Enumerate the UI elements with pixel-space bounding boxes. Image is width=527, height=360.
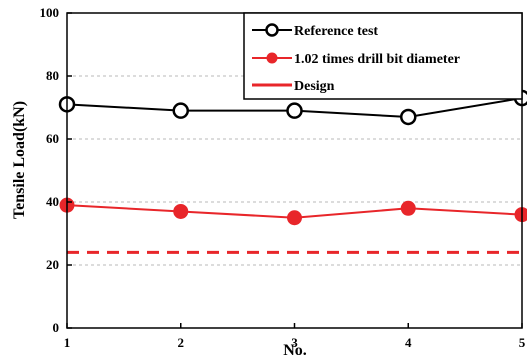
legend-label: 1.02 times drill bit diameter: [294, 52, 460, 67]
y-tick-label: 60: [46, 131, 59, 146]
x-tick-label: 3: [291, 335, 298, 350]
x-tick-label: 5: [519, 335, 526, 350]
data-point: [400, 108, 417, 126]
legend-swatch-marker: [265, 23, 279, 37]
data-point: [173, 203, 189, 219]
legend-label: Reference test: [294, 24, 378, 39]
y-tick-label: 80: [46, 68, 59, 83]
legend-swatch-marker: [266, 52, 278, 64]
data-point: [287, 210, 302, 226]
y-tick-label: 40: [46, 194, 59, 209]
y-tick-label: 100: [40, 5, 60, 20]
legend-label: Design: [294, 79, 335, 94]
data-point: [172, 102, 189, 119]
x-tick-label: 2: [178, 335, 185, 350]
data-point: [514, 207, 527, 223]
series-1: [59, 197, 527, 226]
y-axis-label: Tensile Load(kN): [11, 101, 28, 219]
axis-ticks: 0 20 40 60 80 100 1 2 3 4 5: [40, 5, 526, 350]
data-point: [400, 200, 416, 216]
series-layer: [58, 89, 527, 254]
y-tick-label: 20: [46, 257, 59, 272]
x-tick-label: 4: [405, 335, 412, 350]
x-tick-label: 1: [64, 335, 71, 350]
x-axis-label: No.: [283, 342, 307, 359]
series-0: [58, 89, 527, 126]
y-tick-label: 0: [53, 320, 60, 335]
data-point: [286, 102, 303, 119]
legend: Reference test 1.02 times drill bit diame…: [243, 12, 523, 100]
